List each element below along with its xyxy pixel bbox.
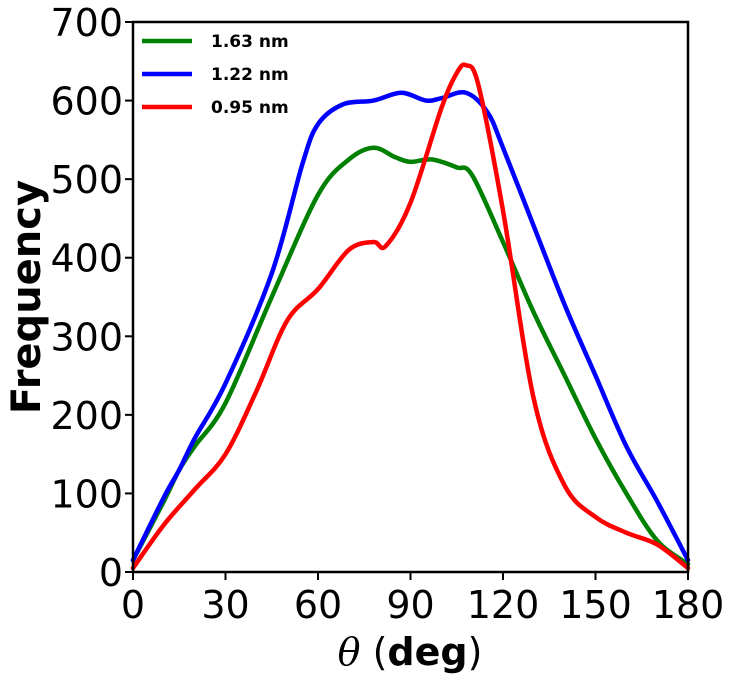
y-axis: 0 100 200 300 400 500 600 700 [50,1,133,595]
x-axis-label: θ (deg) [338,630,483,674]
y-tick-label: 200 [50,394,123,438]
x-axis: 0 30 60 90 120 150 180 [121,572,724,627]
y-tick-label: 400 [50,237,123,281]
y-tick-label: 600 [50,80,123,124]
y-tick-label: 300 [50,315,123,359]
y-tick-label: 0 [99,551,123,595]
x-tick-label: 90 [386,583,434,627]
legend: 1.63 nm 1.22 nm 0.95 nm [142,32,289,118]
x-tick-label: 180 [652,583,725,627]
series-line-0-95-nm [130,62,691,571]
y-axis-label: Frequency [4,180,50,414]
legend-label: 1.63 nm [211,32,289,52]
x-tick-label: 60 [294,583,342,627]
legend-label: 0.95 nm [211,98,289,118]
x-tick-label: 30 [201,583,249,627]
y-tick-label: 100 [50,472,123,516]
x-tick-label: 0 [121,583,145,627]
series-line-1-22-nm [130,89,691,563]
series-line-1-63-nm [130,145,691,567]
y-tick-label: 500 [50,158,123,202]
series-layer [130,62,691,571]
y-tick-label: 700 [50,1,123,45]
x-tick-label: 150 [559,583,632,627]
legend-label: 1.22 nm [211,65,289,85]
x-tick-label: 120 [467,583,540,627]
